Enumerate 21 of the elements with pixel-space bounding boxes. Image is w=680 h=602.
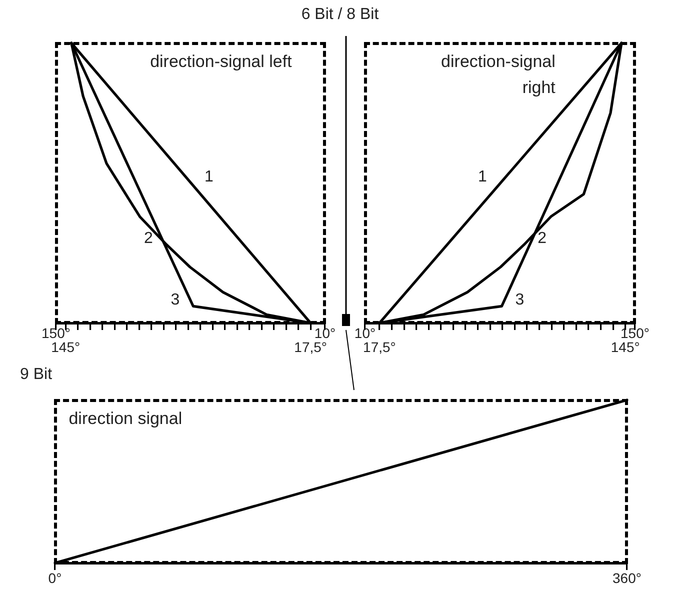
series-label: 3 bbox=[515, 292, 524, 309]
series-label: 3 bbox=[170, 292, 180, 309]
text: 150° bbox=[620, 324, 650, 341]
x-tick-label: 17,5° bbox=[294, 338, 328, 355]
annotation: direction-signal right bbox=[440, 51, 556, 99]
x-tick-label: 145° bbox=[610, 338, 640, 355]
series-label: 1 bbox=[478, 168, 488, 186]
chart-title: 6 Bit / 8 Bit bbox=[301, 6, 379, 24]
text: 10° bbox=[314, 324, 336, 341]
series-label: 1 bbox=[204, 168, 214, 186]
x-tick-label: 17,5° bbox=[363, 338, 396, 355]
annotation: direction-signal left bbox=[150, 51, 293, 73]
chart-title: 9 Bit bbox=[20, 366, 52, 384]
annotation: direction signal bbox=[68, 408, 182, 430]
x-tick-label: 145° bbox=[51, 338, 80, 355]
x-tick-label: 360° bbox=[612, 570, 642, 586]
series-label: 2 bbox=[144, 230, 154, 248]
text: 150° bbox=[42, 324, 70, 341]
x-tick-label: 0° bbox=[48, 570, 62, 586]
series-label: 2 bbox=[538, 230, 547, 248]
text: 10° bbox=[354, 324, 376, 341]
